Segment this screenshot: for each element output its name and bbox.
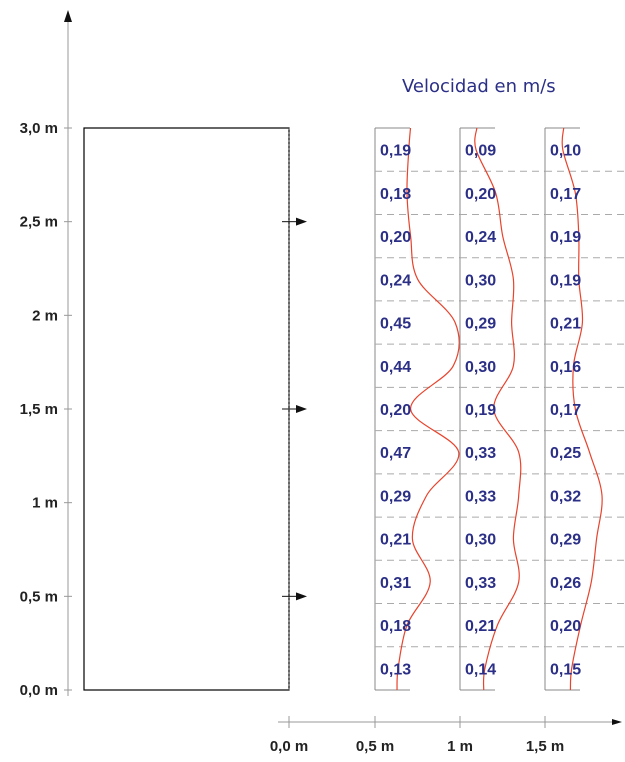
velocity-value-label: 0,19 xyxy=(550,272,581,289)
velocity-value-label: 0,20 xyxy=(380,229,411,246)
velocity-value-label: 0,21 xyxy=(465,618,496,635)
velocity-value-label: 0,33 xyxy=(465,575,496,592)
velocity-value-label: 0,24 xyxy=(380,272,411,289)
room-section-outline xyxy=(83,127,290,691)
y-tick-label: 2,5 m xyxy=(20,214,58,231)
velocity-value-label: 0,16 xyxy=(550,359,581,376)
velocity-value-label: 0,19 xyxy=(380,143,411,160)
velocity-value-label: 0,13 xyxy=(380,661,411,678)
velocity-value-label: 0,09 xyxy=(465,143,496,160)
x-tick-label: 0,0 m xyxy=(270,738,308,755)
velocity-value-label: 0,30 xyxy=(465,532,496,549)
velocity-value-label: 0,21 xyxy=(550,316,581,333)
velocity-value-label: 0,17 xyxy=(550,402,581,419)
y-tick-label: 2 m xyxy=(32,307,58,324)
velocity-value-label: 0,19 xyxy=(550,229,581,246)
y-axis-ticks: 0,0 m 0,5 m 1 m 1,5 m 2 m 2,5 m 3,0 m xyxy=(20,120,72,699)
air-inlet-arrows xyxy=(282,217,307,601)
y-tick-label: 3,0 m xyxy=(20,120,58,137)
velocity-value-label: 0,18 xyxy=(380,618,411,635)
velocity-value-label: 0,17 xyxy=(550,186,581,203)
inlet-arrow-icon xyxy=(296,405,307,413)
velocity-value-label: 0,24 xyxy=(465,229,496,246)
x-tick-label: 1 m xyxy=(447,738,473,755)
velocity-curve xyxy=(396,127,460,691)
velocity-value-label: 0,30 xyxy=(465,359,496,376)
velocity-value-label: 0,26 xyxy=(550,575,581,592)
velocity-profile: 0,14 0,21 0,33 0,30 0,33 0,33 0,19 0,30 0,29 0,30… xyxy=(459,127,545,691)
velocity-profile: 0,13 0,18 0,31 0,21 0,29 0,47 0,20 0,44 0,45 0,24… xyxy=(374,127,460,691)
y-axis-arrow-icon xyxy=(64,10,72,22)
x-tick-label: 0,5 m xyxy=(356,738,394,755)
velocity-value-label: 0,20 xyxy=(550,618,581,635)
velocity-value-label: 0,21 xyxy=(380,532,411,549)
x-axis-arrow-icon xyxy=(612,719,622,725)
inlet-arrow-icon xyxy=(296,217,307,226)
velocity-value-label: 0,44 xyxy=(380,359,411,376)
y-tick-label: 1,5 m xyxy=(20,401,58,418)
velocity-value-label: 0,29 xyxy=(380,488,411,505)
velocity-value-label: 0,33 xyxy=(465,488,496,505)
velocity-curve xyxy=(561,127,603,691)
x-axis-ticks: 0,0 m 0,5 m 1 m 1,5 m xyxy=(270,716,564,755)
velocity-value-label: 0,33 xyxy=(465,445,496,462)
velocity-value-label: 0,19 xyxy=(465,402,496,419)
velocity-profiles: 0,13 0,18 0,31 0,21 0,29 0,47 0,20 0,44 0,45 0,24… xyxy=(374,127,625,691)
velocity-value-label: 0,20 xyxy=(465,186,496,203)
velocity-value-label: 0,29 xyxy=(465,316,496,333)
velocity-value-label: 0,20 xyxy=(380,402,411,419)
velocity-value-label: 0,25 xyxy=(550,445,581,462)
velocity-value-label: 0,10 xyxy=(550,143,581,160)
velocity-value-label: 0,15 xyxy=(550,661,581,678)
y-tick-label: 1 m xyxy=(32,495,58,512)
velocity-value-label: 0,47 xyxy=(380,445,411,462)
diagram-title: Velocidad en m/s xyxy=(402,76,556,97)
velocity-value-label: 0,45 xyxy=(380,316,411,333)
velocity-value-label: 0,14 xyxy=(465,661,496,678)
velocity-value-label: 0,31 xyxy=(380,575,411,592)
velocity-profile: 0,15 0,20 0,26 0,29 0,32 0,25 0,17 0,16 0,21 0,19… xyxy=(544,127,625,691)
velocity-value-label: 0,18 xyxy=(380,186,411,203)
inlet-arrow-icon xyxy=(296,592,307,601)
velocity-value-label: 0,32 xyxy=(550,488,581,505)
x-tick-label: 1,5 m xyxy=(526,738,564,755)
y-tick-label: 0,0 m xyxy=(20,682,58,699)
y-tick-label: 0,5 m xyxy=(20,588,58,605)
velocity-value-label: 0,29 xyxy=(550,532,581,549)
velocity-curve xyxy=(474,127,522,691)
velocity-value-label: 0,30 xyxy=(465,272,496,289)
